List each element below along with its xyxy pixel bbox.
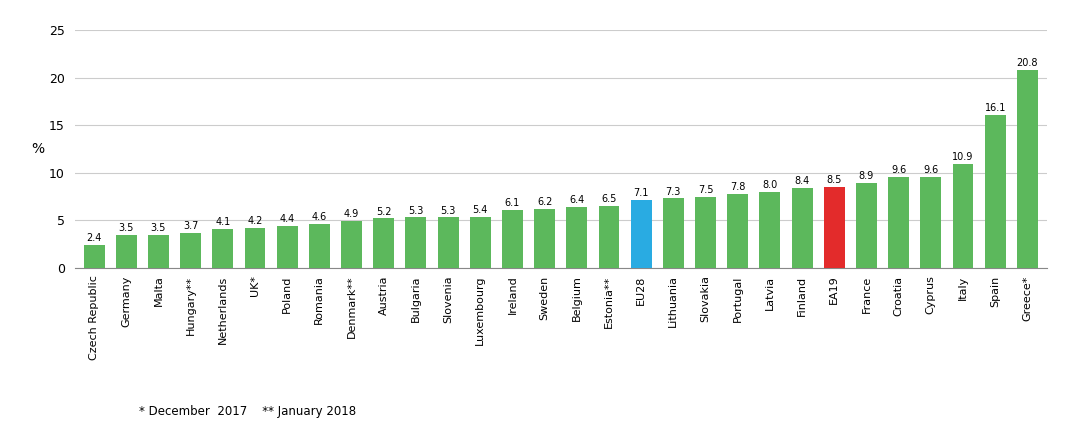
Text: 5.3: 5.3 [440, 206, 456, 216]
Text: 8.5: 8.5 [827, 175, 842, 185]
Bar [534, 209, 555, 268]
Bar [245, 228, 266, 268]
Text: 4.4: 4.4 [280, 214, 295, 224]
Bar [727, 194, 749, 268]
Bar [438, 217, 458, 268]
Text: 8.4: 8.4 [795, 176, 810, 186]
Bar [373, 219, 394, 268]
Bar [470, 216, 490, 268]
Text: 8.0: 8.0 [763, 180, 778, 190]
Text: * December  2017    ** January 2018: * December 2017 ** January 2018 [139, 405, 356, 418]
Text: 6.4: 6.4 [569, 195, 584, 205]
Text: 4.1: 4.1 [215, 217, 231, 227]
Text: 5.3: 5.3 [408, 206, 424, 216]
Bar [213, 229, 233, 268]
Text: 3.7: 3.7 [183, 221, 199, 231]
Bar [83, 245, 105, 268]
Bar [631, 200, 651, 268]
Bar [277, 226, 298, 268]
Bar [115, 235, 137, 268]
Text: 9.6: 9.6 [923, 165, 939, 175]
Bar [695, 197, 716, 268]
Text: 3.5: 3.5 [119, 222, 134, 233]
Bar [663, 198, 684, 268]
Text: 4.9: 4.9 [344, 210, 359, 219]
Text: 3.5: 3.5 [151, 222, 167, 233]
Bar [985, 115, 1006, 268]
Text: 5.4: 5.4 [472, 205, 488, 215]
Bar [791, 188, 813, 268]
Text: 4.6: 4.6 [312, 212, 327, 222]
Bar [566, 207, 587, 268]
Bar [823, 187, 845, 268]
Text: 7.3: 7.3 [665, 187, 681, 197]
Text: 7.8: 7.8 [731, 182, 745, 192]
Bar [148, 235, 169, 268]
Text: 5.2: 5.2 [376, 206, 392, 216]
Text: 4.2: 4.2 [248, 216, 263, 226]
Bar [1017, 70, 1038, 268]
Bar [921, 177, 941, 268]
Bar [855, 183, 877, 268]
Bar [406, 217, 426, 268]
Text: 10.9: 10.9 [953, 152, 974, 162]
Text: 6.2: 6.2 [537, 197, 552, 207]
Text: 16.1: 16.1 [985, 103, 1006, 113]
Text: 20.8: 20.8 [1017, 58, 1038, 68]
Bar [341, 221, 362, 268]
Text: 9.6: 9.6 [891, 165, 907, 175]
Bar [889, 177, 909, 268]
Bar [502, 210, 523, 268]
Bar [309, 224, 330, 268]
Bar [759, 192, 781, 268]
Text: 8.9: 8.9 [859, 172, 874, 181]
Text: 6.5: 6.5 [601, 194, 616, 204]
Bar [953, 164, 973, 268]
Bar [598, 206, 619, 268]
Text: 2.4: 2.4 [87, 233, 101, 243]
Text: 6.1: 6.1 [505, 198, 520, 208]
Text: 7.1: 7.1 [633, 188, 649, 198]
Y-axis label: %: % [31, 142, 45, 156]
Bar [180, 233, 201, 268]
Text: 7.5: 7.5 [697, 184, 713, 195]
